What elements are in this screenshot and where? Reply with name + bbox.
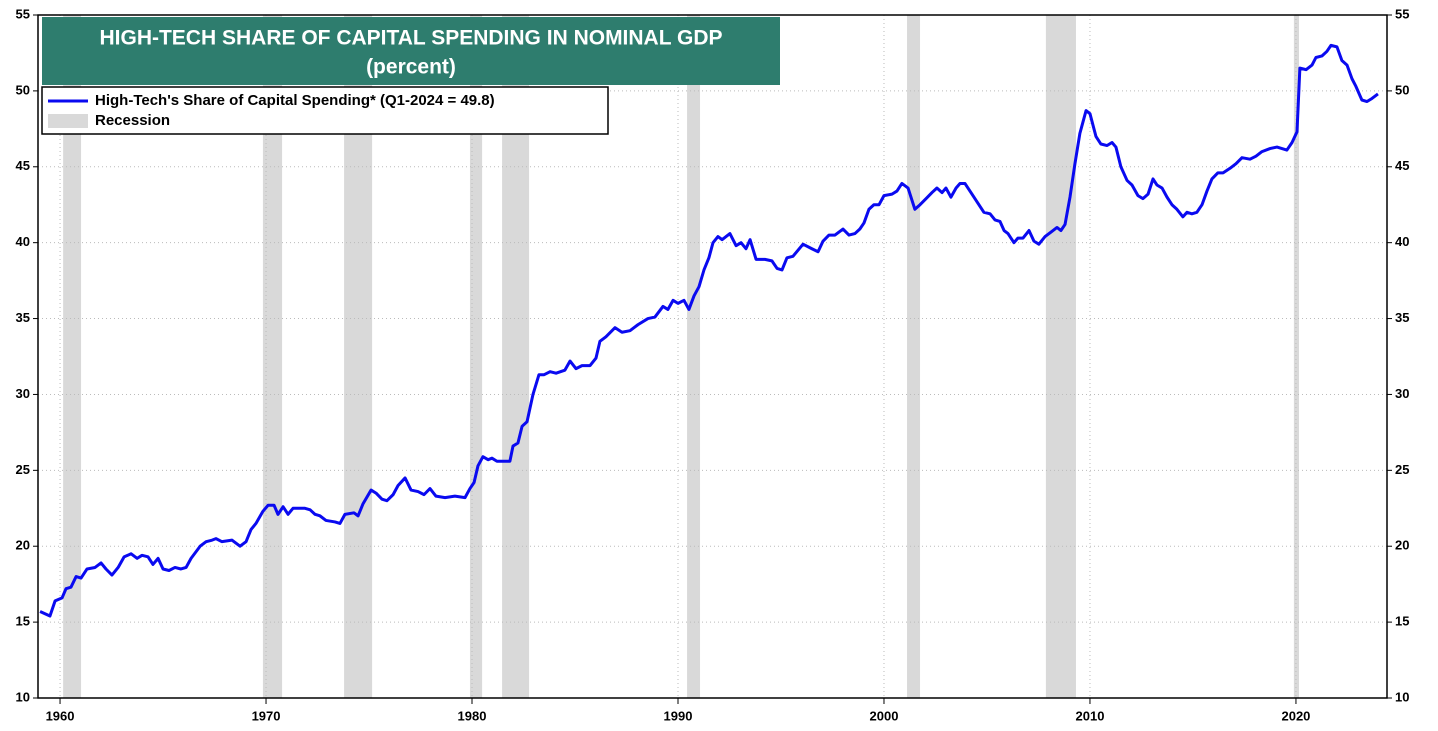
- recession-band: [907, 15, 921, 698]
- y-tick-label: 40: [16, 234, 30, 249]
- y2-tick-label: 50: [1395, 82, 1409, 97]
- y2-tick-label: 25: [1395, 462, 1409, 477]
- recession-band: [63, 15, 82, 698]
- y2-tick-label: 15: [1395, 614, 1409, 629]
- x-tick-label: 1980: [458, 708, 487, 723]
- y-tick-label: 10: [16, 689, 30, 704]
- y2-tick-label: 35: [1395, 310, 1409, 325]
- plot-frame: [37, 14, 1388, 699]
- legend-box: [41, 86, 609, 135]
- legend-label: Recession: [95, 112, 170, 129]
- y-tick-label: 50: [16, 82, 30, 97]
- legend-label: High-Tech's Share of Capital Spending* (…: [95, 92, 495, 109]
- y-tick-label: 55: [16, 6, 30, 21]
- x-tick-label: 2000: [870, 708, 899, 723]
- data-line: [39, 43, 1379, 618]
- x-tick-label: 2020: [1281, 708, 1310, 723]
- y-tick-label: 25: [16, 462, 30, 477]
- y-tick-label: 15: [16, 614, 30, 629]
- x-tick-label: 1970: [252, 708, 281, 723]
- y2-tick-label: 30: [1395, 386, 1409, 401]
- x-tick-label: 1990: [664, 708, 693, 723]
- y-tick-label: 30: [16, 386, 30, 401]
- title-box: [42, 17, 780, 85]
- recession-band: [687, 15, 701, 698]
- x-tick-label: 1960: [46, 708, 75, 723]
- y-tick-label: 20: [16, 538, 30, 553]
- y2-tick-label: 55: [1395, 6, 1409, 21]
- legend: High-Tech's Share of Capital Spending* (…: [41, 86, 609, 135]
- y2-tick-label: 20: [1395, 538, 1409, 553]
- y-tick-label: 35: [16, 310, 30, 325]
- y2-tick-label: 10: [1395, 689, 1409, 704]
- chart-title: HIGH-TECH SHARE OF CAPITAL SPENDING IN N…: [99, 27, 722, 50]
- y2-tick-label: 45: [1395, 158, 1409, 173]
- y2-tick-label: 40: [1395, 234, 1409, 249]
- chart-subtitle: (percent): [366, 56, 456, 79]
- x-tick-label: 2010: [1076, 708, 1105, 723]
- legend-swatch: [48, 114, 88, 128]
- recession-band: [1293, 15, 1300, 698]
- recession-band: [469, 15, 483, 698]
- y-tick-label: 45: [16, 158, 30, 173]
- recession-band: [262, 15, 283, 698]
- recession-band: [1045, 15, 1076, 698]
